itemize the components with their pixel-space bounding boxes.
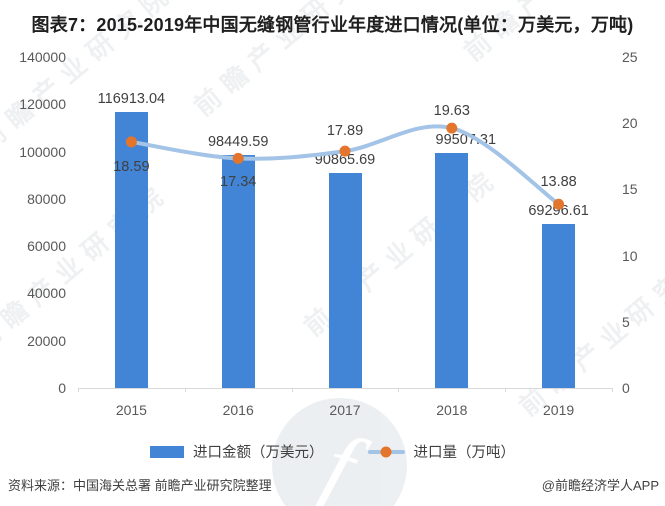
right-axis-tick-label: 25 <box>622 49 638 65</box>
left-axis-tick-label: 140000 <box>19 49 66 65</box>
left-axis-tick-label: 120000 <box>19 96 66 113</box>
bar-value-label: 90865.69 <box>314 152 376 169</box>
chart-title: 图表7：2015-2019年中国无缝钢管行业年度进口情况(单位：万美元，万吨) <box>31 15 634 35</box>
right-axis-tick-label: 15 <box>622 181 638 198</box>
legend-item-bar: 进口金额（万美元） <box>150 441 324 462</box>
line-value-label: 18.59 <box>113 158 150 175</box>
bar-value-label: 69296.61 <box>528 203 589 220</box>
bar-2015 <box>114 111 148 388</box>
x-axis-tick <box>184 388 186 392</box>
source-note: 资料来源：中国海关总署 前瞻产业研究院整理 <box>8 478 272 493</box>
right-axis-tick-label: 10 <box>622 247 638 264</box>
left-axis-tick-label: 20000 <box>27 332 66 349</box>
legend-label: 进口量（万吨） <box>413 445 516 461</box>
line-value-label: 17.89 <box>326 123 364 140</box>
x-axis-tick <box>291 388 293 392</box>
left-axis-tick-label: 100000 <box>19 143 66 160</box>
legend: 进口金额（万美元） 进口量（万吨） <box>0 441 665 462</box>
x-axis-line <box>78 388 612 389</box>
legend-item-line: 进口量（万吨） <box>367 441 516 462</box>
x-axis-tick <box>505 388 507 392</box>
legend-line-swatch-icon <box>367 446 405 457</box>
bar-value-label: 116913.04 <box>97 90 166 107</box>
footer: 资料来源：中国海关总署 前瞻产业研究院整理 @前瞻经济学人APP <box>0 475 665 494</box>
left-axis-tick-label: 40000 <box>27 285 66 302</box>
bar-2019 <box>542 224 576 388</box>
bar-value-label: 99507.31 <box>435 131 497 148</box>
bar-2017 <box>328 173 362 388</box>
legend-label: 进口金额（万美元） <box>193 445 324 461</box>
x-axis-label-2016: 2016 <box>222 402 254 418</box>
x-axis-label-2017: 2017 <box>329 402 361 418</box>
line-value-label: 13.88 <box>540 174 577 191</box>
legend-bar-swatch-icon <box>150 445 184 458</box>
left-axis-tick-label: 60000 <box>27 238 66 255</box>
line-value-label: 17.34 <box>220 174 257 191</box>
right-axis-tick-label: 20 <box>622 115 638 132</box>
watermark-text: 前瞻产业研究院 <box>513 241 665 422</box>
legend-marker-dot-icon <box>380 446 392 457</box>
bar-value-label: 98449.59 <box>207 134 269 151</box>
watermark-text: 前瞻产业研究院 <box>298 161 506 342</box>
x-axis-label-2018: 2018 <box>436 402 468 418</box>
x-axis-label-2019: 2019 <box>543 402 575 418</box>
right-axis-tick-label: 0 <box>622 380 630 396</box>
x-axis-tick <box>398 388 400 392</box>
right-axis-tick-label: 5 <box>622 313 630 330</box>
x-axis-tick <box>78 388 79 392</box>
bar-2018 <box>435 152 469 388</box>
line-value-label: 19.63 <box>433 103 470 120</box>
x-axis-label-2015: 2015 <box>115 402 147 418</box>
x-axis-tick <box>612 388 613 392</box>
left-axis-tick-label: 80000 <box>27 190 66 207</box>
left-axis-tick-label: 0 <box>58 380 66 396</box>
credit-note: @前瞻经济学人APP <box>541 478 659 493</box>
